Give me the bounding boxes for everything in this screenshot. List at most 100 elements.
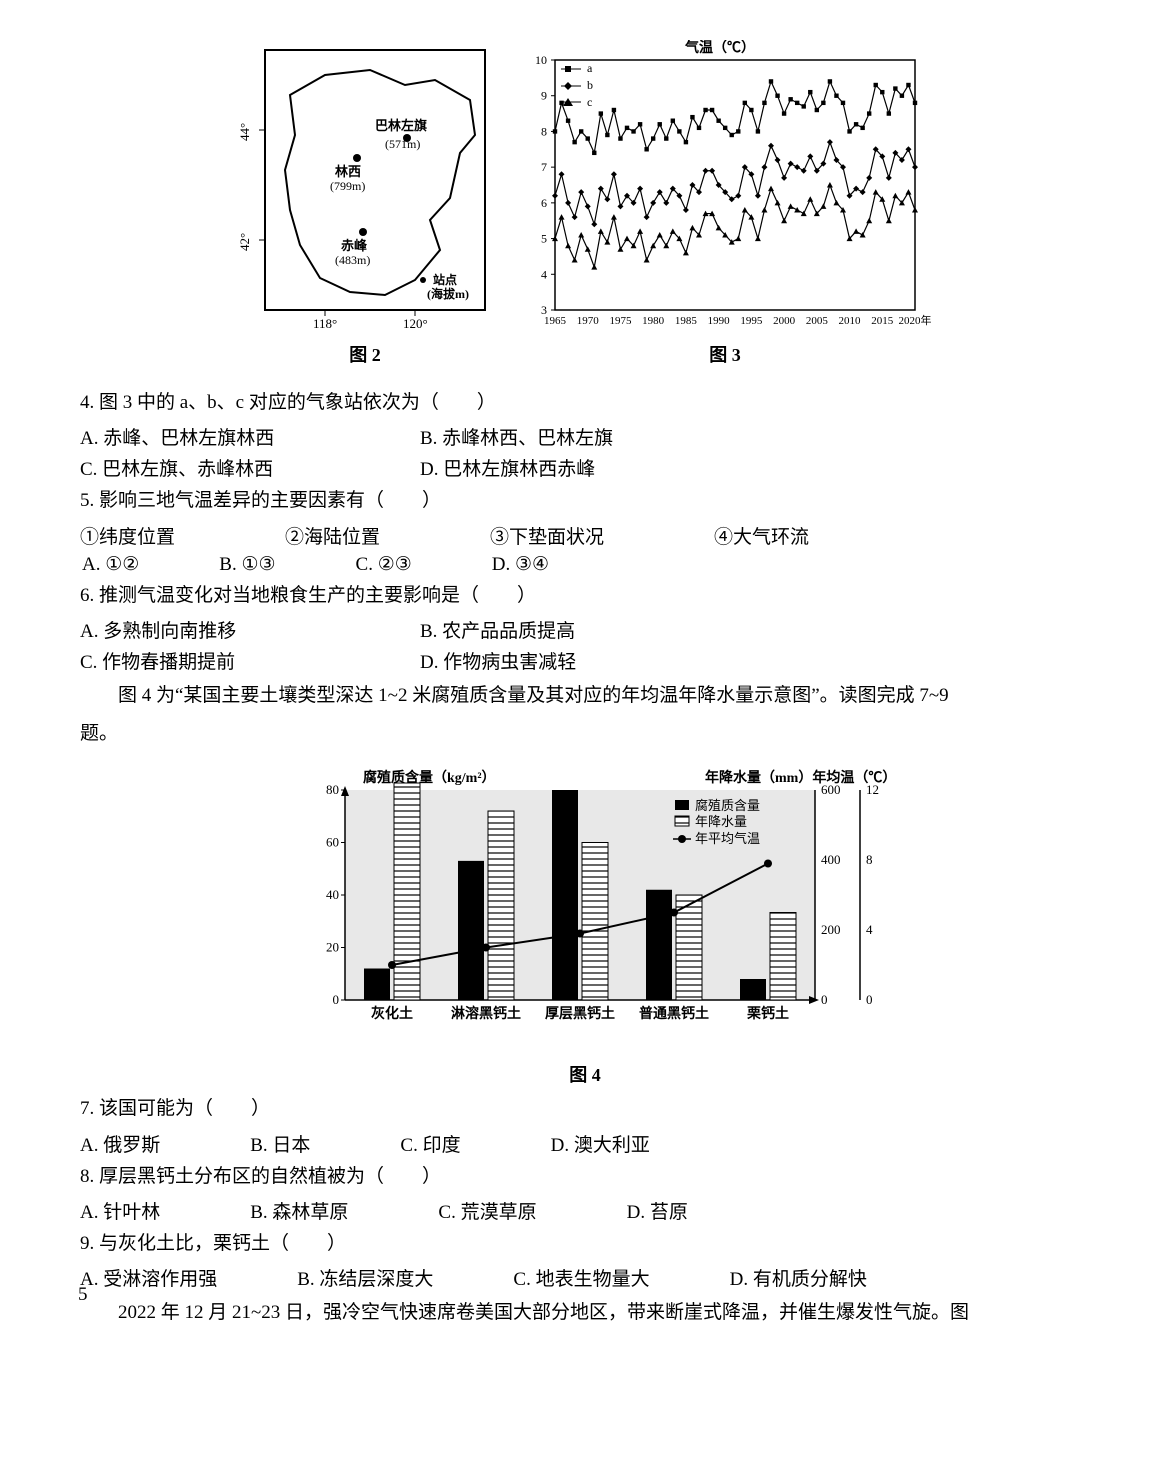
- svg-text:7: 7: [541, 160, 547, 174]
- q8-B: B. 森林草原: [250, 1197, 348, 1224]
- q6-A: A. 多熟制向南推移: [80, 616, 420, 643]
- svg-text:年平均气温: 年平均气温: [695, 831, 760, 846]
- svg-text:1995: 1995: [740, 315, 763, 327]
- q9-B: B. 冻结层深度大: [297, 1264, 433, 1291]
- page-number: 5: [78, 1284, 88, 1306]
- svg-text:0: 0: [821, 992, 828, 1007]
- q8-options: A. 针叶林 B. 森林草原 C. 荒漠草原 D. 苔原: [80, 1197, 1090, 1224]
- svg-text:8: 8: [541, 124, 547, 138]
- svg-text:9: 9: [541, 89, 547, 103]
- svg-text:1970: 1970: [577, 315, 600, 327]
- svg-text:(483m): (483m): [335, 253, 370, 267]
- svg-text:1980: 1980: [642, 315, 665, 327]
- svg-text:120°: 120°: [403, 316, 428, 330]
- svg-text:2010: 2010: [839, 315, 862, 327]
- q9-options: A. 受淋溶作用强 B. 冻结层深度大 C. 地表生物量大 D. 有机质分解快: [80, 1264, 1090, 1291]
- q5-A: A. ①②: [82, 553, 139, 576]
- svg-text:栗钙土: 栗钙土: [747, 1005, 789, 1022]
- svg-text:5: 5: [541, 232, 547, 246]
- q4-text: 4. 图 3 中的 a、b、c 对应的气象站依次为（ ）: [80, 387, 1090, 419]
- q4-C: C. 巴林左旗、赤峰林西: [80, 454, 420, 481]
- svg-text:60: 60: [326, 835, 339, 850]
- svg-text:灰化土: 灰化土: [371, 1005, 413, 1022]
- svg-text:2015: 2015: [871, 315, 894, 327]
- q8-A: A. 针叶林: [80, 1197, 160, 1224]
- figure-4-wrap: 腐殖质含量（kg/m²） 年降水量（mm）年均温（℃） 腐殖质含量 年降水量 年…: [80, 760, 1090, 1087]
- svg-text:42°: 42°: [237, 233, 252, 251]
- svg-text:6: 6: [541, 196, 547, 210]
- svg-text:淋溶黑钙土: 淋溶黑钙土: [451, 1005, 521, 1022]
- q9-C: C. 地表生物量大: [513, 1264, 649, 1291]
- svg-text:气温（℃）: 气温（℃）: [684, 40, 755, 56]
- svg-text:200: 200: [821, 922, 841, 937]
- svg-text:a: a: [587, 61, 593, 75]
- q4-options: A. 赤峰、巴林左旗林西 B. 赤峰林西、巴林左旗 C. 巴林左旗、赤峰林西 D…: [80, 423, 1090, 481]
- svg-text:12: 12: [866, 782, 879, 797]
- figure-4-caption: 图 4: [255, 1061, 915, 1087]
- figures-row-1: 巴林左旗 (571m) 林西 (799m) 赤峰 (483m) 站点 (海拔m)…: [80, 40, 1090, 367]
- q7-A: A. 俄罗斯: [80, 1130, 160, 1157]
- svg-text:20: 20: [326, 940, 339, 955]
- figure-2-map: 巴林左旗 (571m) 林西 (799m) 赤峰 (483m) 站点 (海拔m)…: [235, 40, 495, 330]
- svg-text:b: b: [587, 78, 593, 92]
- q7-options: A. 俄罗斯 B. 日本 C. 印度 D. 澳大利亚: [80, 1130, 1090, 1157]
- svg-text:10: 10: [535, 53, 547, 67]
- exam-page: 巴林左旗 (571m) 林西 (799m) 赤峰 (483m) 站点 (海拔m)…: [0, 0, 1170, 1471]
- figure-2-caption: 图 2: [235, 341, 495, 367]
- svg-text:0: 0: [866, 992, 873, 1007]
- q6-D: D. 作物病虫害减轻: [420, 647, 1090, 674]
- q4-A: A. 赤峰、巴林左旗林西: [80, 423, 420, 450]
- q5-factors: ①纬度位置 ②海陆位置 ③下垫面状况 ④大气环流: [80, 522, 1090, 549]
- q6-B: B. 农产品品质提高: [420, 616, 1090, 643]
- q5-f4: ④大气环流: [714, 522, 809, 549]
- svg-text:(799m): (799m): [330, 179, 365, 193]
- svg-text:厚层黑钙土: 厚层黑钙土: [545, 1005, 615, 1022]
- svg-text:年降水量: 年降水量: [695, 814, 747, 829]
- svg-text:巴林左旗: 巴林左旗: [375, 118, 427, 133]
- q9-D: D. 有机质分解快: [730, 1264, 867, 1291]
- svg-text:600: 600: [821, 782, 841, 797]
- q5-D: D. ③④: [492, 553, 549, 576]
- figure-4-chart: 腐殖质含量（kg/m²） 年降水量（mm）年均温（℃） 腐殖质含量 年降水量 年…: [255, 760, 915, 1050]
- q7-text: 7. 该国可能为（ ）: [80, 1093, 1090, 1125]
- figure-3-chart: 气温（℃） a b c 345678910 196519701975198019…: [515, 40, 935, 330]
- q8-text: 8. 厚层黑钙土分布区的自然植被为（ ）: [80, 1161, 1090, 1193]
- svg-text:1985: 1985: [675, 315, 698, 327]
- svg-text:(海拔m): (海拔m): [427, 286, 469, 301]
- q7-C: C. 印度: [400, 1130, 460, 1157]
- figure-2-wrap: 巴林左旗 (571m) 林西 (799m) 赤峰 (483m) 站点 (海拔m)…: [235, 40, 495, 367]
- q5-text: 5. 影响三地气温差异的主要因素有（ ）: [80, 485, 1090, 517]
- q4-D: D. 巴林左旗林西赤峰: [420, 454, 1090, 481]
- svg-text:(571m): (571m): [385, 137, 420, 151]
- q5-f3: ③下垫面状况: [490, 522, 604, 549]
- q8-C: C. 荒漠草原: [438, 1197, 536, 1224]
- q9-text: 9. 与灰化土比，栗钙土（ ）: [80, 1228, 1090, 1260]
- svg-text:普通黑钙土: 普通黑钙土: [639, 1005, 709, 1022]
- q9-A: A. 受淋溶作用强: [80, 1264, 217, 1291]
- svg-text:1965: 1965: [544, 315, 567, 327]
- svg-text:4: 4: [541, 267, 547, 281]
- q5-C: C. ②③: [356, 553, 412, 576]
- svg-text:1975: 1975: [609, 315, 632, 327]
- svg-text:118°: 118°: [313, 316, 337, 330]
- figure-3-caption: 图 3: [515, 341, 935, 367]
- svg-text:80: 80: [326, 782, 339, 797]
- svg-text:2020年: 2020年: [899, 313, 932, 327]
- q6-C: C. 作物春播期提前: [80, 647, 420, 674]
- q5-options: A. ①② B. ①③ C. ②③ D. ③④: [80, 553, 1090, 576]
- svg-text:2000: 2000: [773, 315, 796, 327]
- svg-text:8: 8: [866, 852, 873, 867]
- q5-f1: ①纬度位置: [80, 522, 175, 549]
- svg-text:1990: 1990: [708, 315, 731, 327]
- svg-text:林西: 林西: [335, 164, 361, 179]
- q4-B: B. 赤峰林西、巴林左旗: [420, 423, 1090, 450]
- svg-text:赤峰: 赤峰: [341, 238, 368, 253]
- q7-B: B. 日本: [250, 1130, 310, 1157]
- stem10: 2022 年 12 月 21~23 日，强冷空气快速席卷美国大部分地区，带来断崖…: [80, 1297, 1090, 1329]
- q7-D: D. 澳大利亚: [551, 1130, 650, 1157]
- svg-text:站点: 站点: [433, 272, 457, 287]
- q5-B: B. ①③: [219, 553, 275, 576]
- svg-text:0: 0: [333, 992, 340, 1007]
- svg-text:腐殖质含量（kg/m²）: 腐殖质含量（kg/m²）: [363, 769, 496, 786]
- figure-3-wrap: 气温（℃） a b c 345678910 196519701975198019…: [515, 40, 935, 367]
